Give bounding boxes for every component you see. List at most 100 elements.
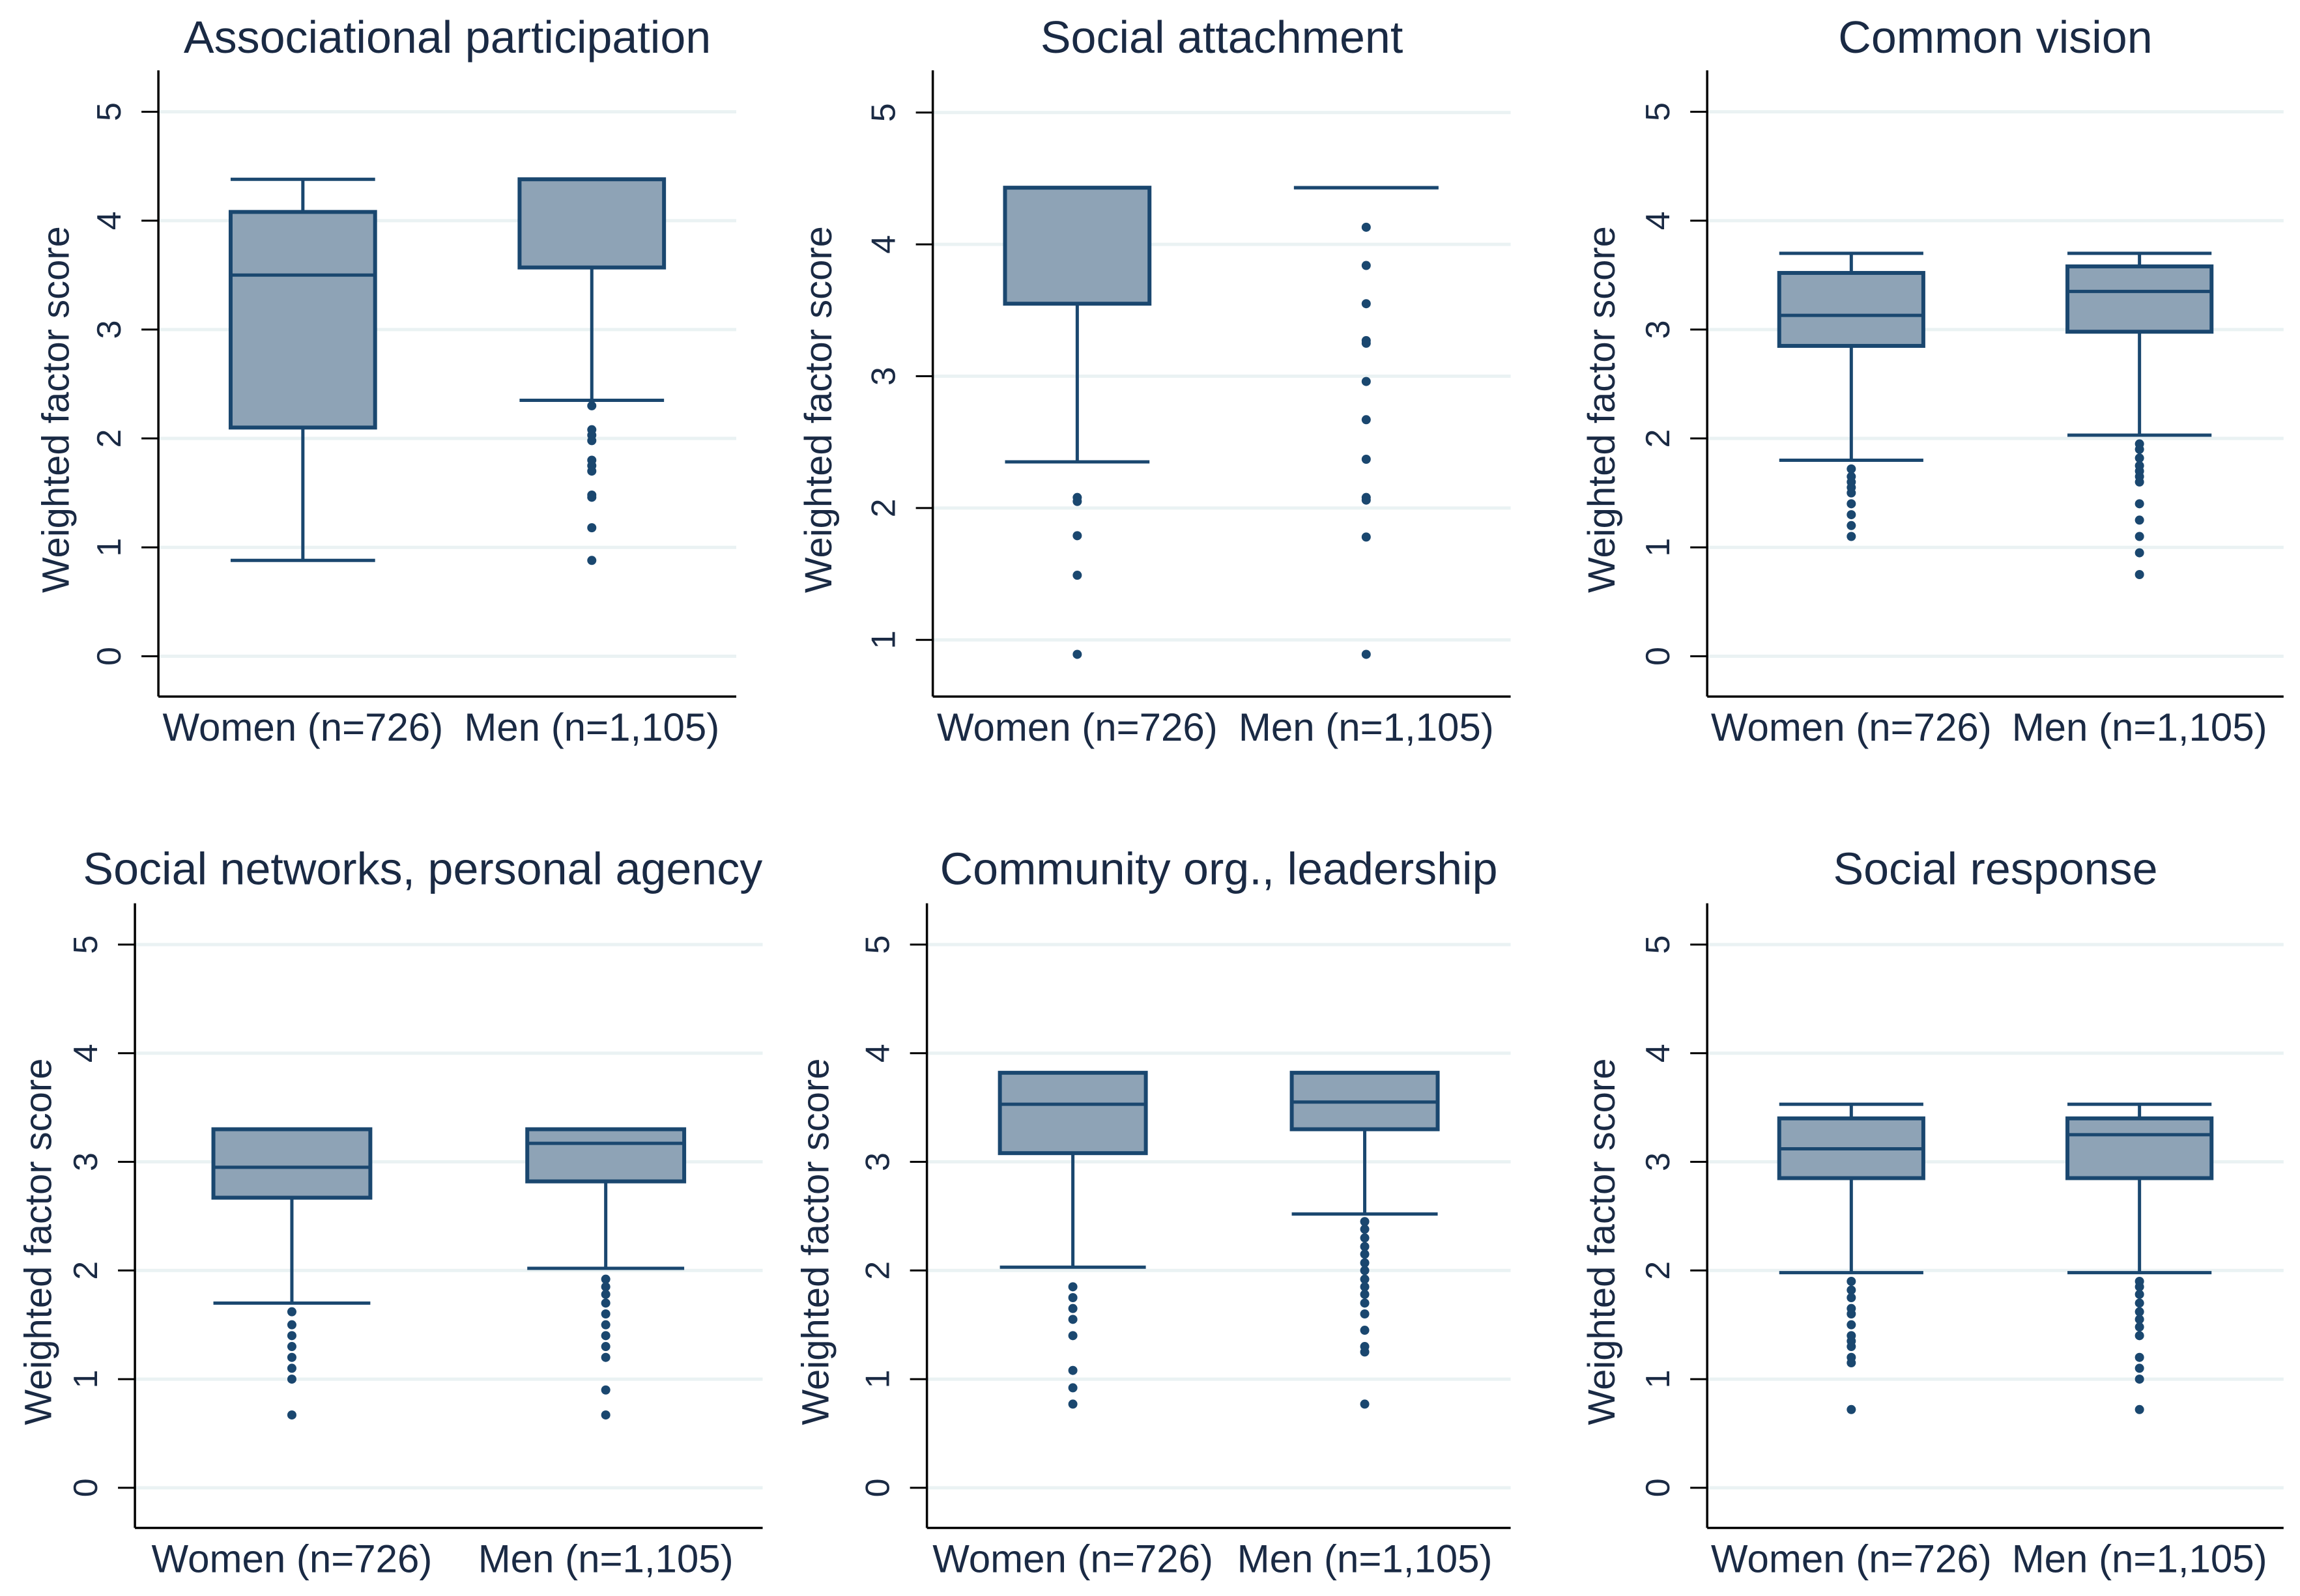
outlier-point (601, 1410, 611, 1420)
y-tick-label: 1 (859, 1370, 897, 1389)
y-tick-label: 5 (91, 102, 128, 121)
y-tick-label: 1 (67, 1370, 105, 1389)
outlier-point (1068, 1304, 1078, 1313)
outlier-point (287, 1331, 296, 1341)
outlier-point (1072, 531, 1082, 541)
box-women (211, 1127, 373, 1420)
box-men (1293, 186, 1439, 659)
outlier-point (1361, 222, 1371, 232)
y-tick-label: 4 (1639, 211, 1677, 230)
outlier-point (1360, 1289, 1370, 1299)
outlier-point (601, 1320, 611, 1330)
outlier-point (587, 492, 597, 502)
y-tick-label: 4 (67, 1044, 105, 1062)
outlier-point (287, 1342, 296, 1352)
iqr-box (517, 177, 667, 270)
outlier-point (1361, 299, 1371, 309)
outlier-point (2135, 1322, 2144, 1332)
outlier-point (601, 1282, 611, 1292)
outlier-point (2135, 1375, 2144, 1384)
outlier-point (601, 1289, 611, 1299)
outlier-point (1847, 532, 1856, 541)
outlier-point (601, 1342, 611, 1352)
panel-5: Community org., leadership Weighted facto… (794, 843, 1511, 1581)
box-women (1777, 1102, 1925, 1414)
outlier-point (1361, 261, 1371, 270)
y-tick-label: 0 (67, 1478, 105, 1497)
panel-1: Associational participation Weighted fact… (35, 12, 737, 749)
outlier-point (1360, 1309, 1370, 1319)
outlier-point (601, 1331, 611, 1341)
outlier-point (287, 1410, 296, 1420)
outlier-point (2135, 499, 2144, 509)
outlier-point (1847, 1285, 1856, 1295)
y-tick-label: 3 (859, 1152, 897, 1171)
box-women (228, 177, 377, 562)
outlier-point (1360, 1266, 1370, 1275)
outlier-point (1361, 338, 1371, 348)
box-women (1003, 186, 1152, 659)
x-category-label: Women (n=726) (152, 1537, 433, 1581)
outlier-point (1361, 454, 1371, 464)
outlier-point (1847, 1292, 1856, 1302)
outlier-point (2135, 1331, 2144, 1341)
box-women (1777, 251, 1925, 541)
panel-4: Social networks, personal agency Weighted… (17, 843, 763, 1581)
outlier-point (1360, 1347, 1370, 1357)
outlier-point (2135, 1282, 2144, 1292)
outlier-point (287, 1307, 296, 1317)
outlier-point (601, 1298, 611, 1308)
outlier-point (1360, 1298, 1370, 1308)
y-tick-label: 4 (865, 235, 903, 254)
outlier-point (2135, 548, 2144, 558)
outlier-point (287, 1375, 296, 1384)
x-category-label: Men (n=1,105) (478, 1537, 734, 1581)
y-axis-label: Weighted factor score (1581, 1059, 1623, 1425)
outlier-point (1847, 510, 1856, 520)
outlier-point (1360, 1217, 1370, 1227)
box-men (1289, 1070, 1440, 1409)
outlier-point (1068, 1383, 1078, 1393)
outlier-point (2135, 1352, 2144, 1362)
outlier-point (1847, 1320, 1856, 1330)
outlier-point (1360, 1258, 1370, 1268)
outlier-point (1847, 499, 1856, 509)
outlier-point (1361, 495, 1371, 505)
outlier-point (1361, 532, 1371, 542)
outlier-point (1361, 415, 1371, 425)
outlier-point (587, 523, 597, 533)
chart-title: Associational participation (184, 12, 711, 63)
x-category-label: Men (n=1,105) (1237, 1537, 1493, 1581)
x-category-label: Women (n=726) (937, 705, 1218, 749)
iqr-box (998, 1070, 1148, 1156)
y-tick-label: 4 (1639, 1044, 1677, 1062)
outlier-point (587, 556, 597, 565)
outlier-point (1068, 1315, 1078, 1324)
outlier-point (1360, 1249, 1370, 1259)
y-tick-label: 0 (1639, 647, 1677, 666)
outlier-point (2135, 453, 2144, 463)
outlier-point (1068, 1282, 1078, 1292)
outlier-point (2135, 1289, 2144, 1299)
outlier-point (1847, 520, 1856, 530)
outlier-point (1847, 488, 1856, 498)
y-tick-label: 1 (1639, 538, 1677, 557)
iqr-box (2065, 264, 2214, 334)
outlier-point (1360, 1399, 1370, 1409)
box-men (2065, 251, 2214, 580)
y-tick-label: 3 (865, 367, 903, 386)
outlier-point (1072, 571, 1082, 580)
outlier-point (2135, 1307, 2144, 1317)
chart-title: Social response (1833, 843, 2157, 894)
y-axis-label: Weighted factor score (798, 226, 840, 593)
y-tick-label: 1 (1639, 1370, 1677, 1389)
outlier-point (1360, 1242, 1370, 1251)
x-category-label: Women (n=726) (162, 705, 443, 749)
y-tick-label: 0 (859, 1478, 897, 1497)
outlier-point (2135, 444, 2144, 454)
outlier-point (1068, 1365, 1078, 1375)
panel-2: Social attachment Weighted factor score 1 2… (798, 12, 1511, 749)
outlier-point (601, 1274, 611, 1284)
outlier-point (1360, 1224, 1370, 1234)
y-tick-label: 4 (859, 1044, 897, 1062)
